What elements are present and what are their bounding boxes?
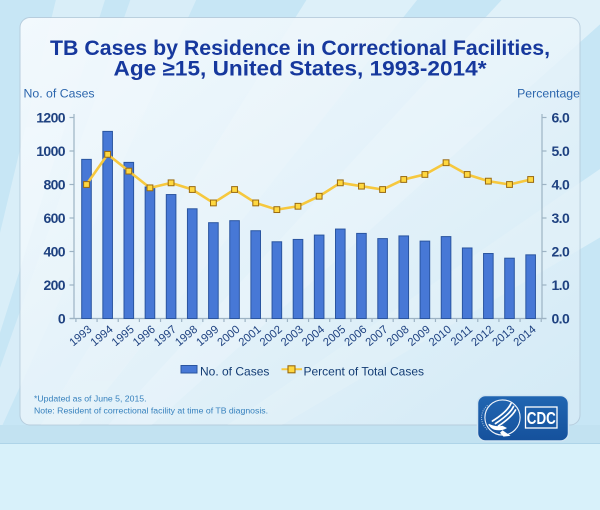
svg-text:1.0: 1.0 (552, 277, 570, 293)
svg-text:No. of Cases: No. of Cases (200, 365, 269, 379)
svg-text:1000: 1000 (36, 143, 66, 159)
svg-text:1200: 1200 (36, 109, 66, 125)
svg-text:No. of Cases: No. of Cases (24, 87, 95, 101)
svg-text:Note: Resident of correctional: Note: Resident of correctional facility … (34, 406, 268, 416)
svg-text:4.0: 4.0 (552, 176, 570, 192)
svg-text:Percent of Total Cases: Percent of Total Cases (304, 365, 425, 379)
svg-text:6.0: 6.0 (552, 109, 570, 125)
svg-text:3.0: 3.0 (552, 210, 570, 226)
svg-text:CDC: CDC (527, 408, 556, 428)
svg-text:800: 800 (43, 176, 65, 192)
svg-text:Percentage: Percentage (517, 87, 580, 101)
svg-text:0.0: 0.0 (552, 310, 570, 326)
svg-text:Age ≥15, United States, 1993-2: Age ≥15, United States, 1993-2014* (114, 58, 488, 81)
svg-text:*Updated as of June 5, 2015.: *Updated as of June 5, 2015. (34, 394, 147, 404)
svg-text:400: 400 (43, 243, 65, 259)
svg-text:5.0: 5.0 (552, 143, 570, 159)
svg-text:600: 600 (43, 210, 65, 226)
svg-text:2.0: 2.0 (552, 243, 570, 259)
svg-text:0: 0 (58, 310, 66, 326)
svg-text:200: 200 (43, 277, 65, 293)
svg-text:TB Cases by Residence in Corre: TB Cases by Residence in Correctional Fa… (50, 37, 550, 60)
